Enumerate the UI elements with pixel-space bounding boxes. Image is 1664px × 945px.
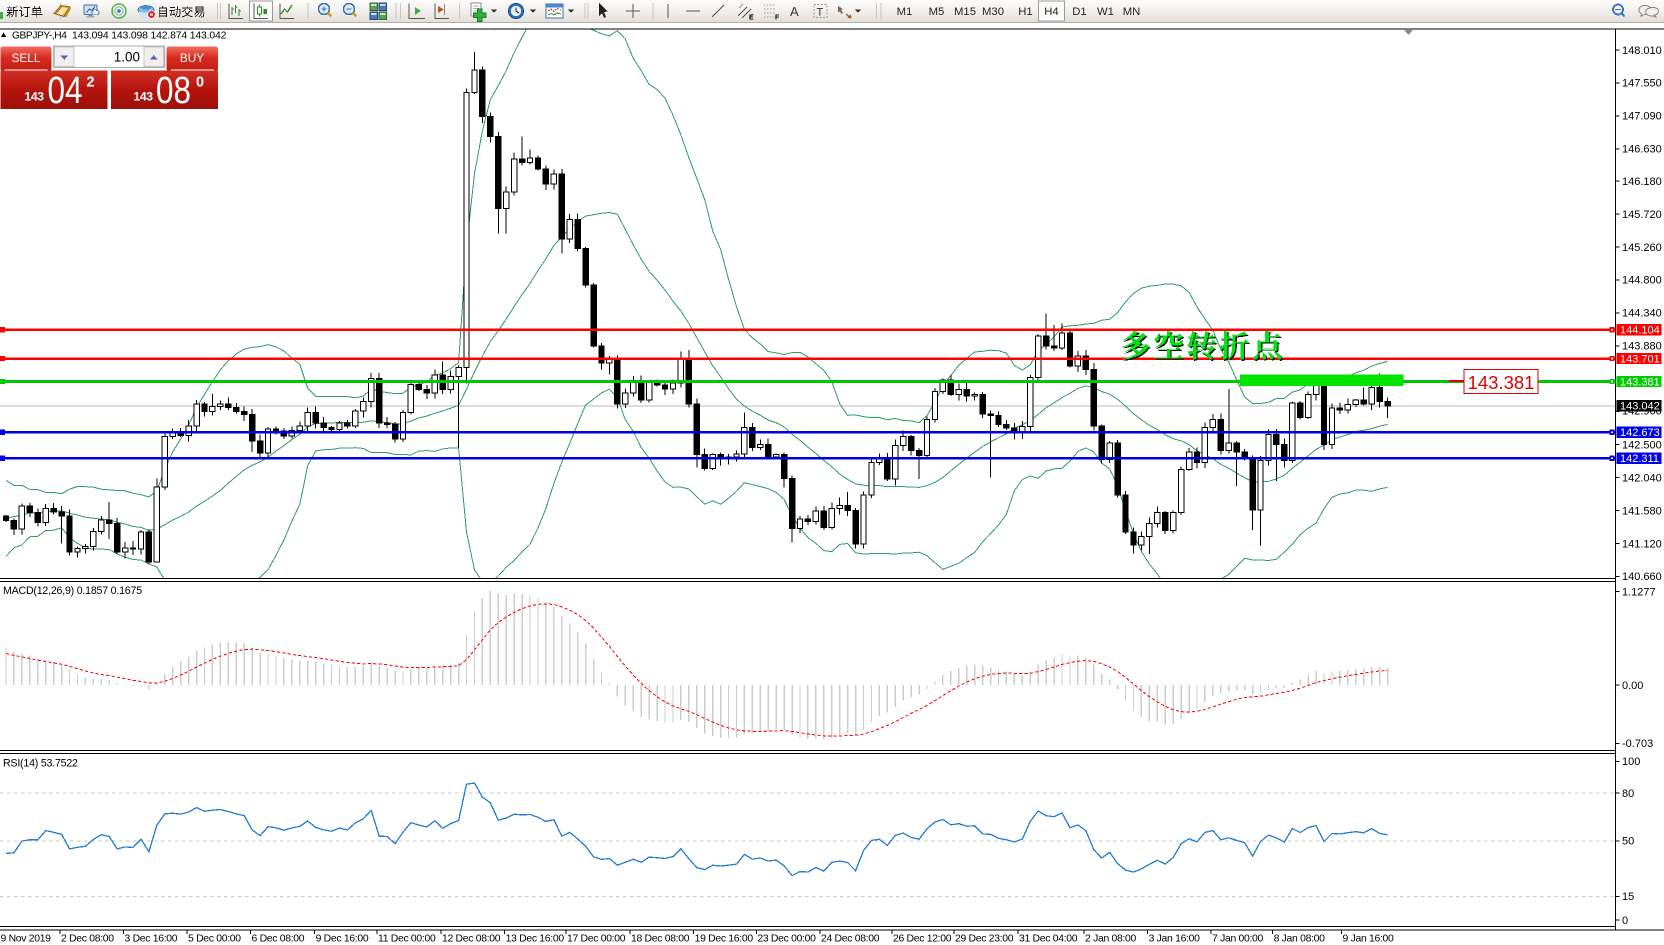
svg-text:D1: D1 (1072, 6, 1086, 18)
svg-text:9 Dec 16:00: 9 Dec 16:00 (316, 934, 369, 945)
svg-text:3 Dec 16:00: 3 Dec 16:00 (125, 934, 178, 945)
svg-text:141.120: 141.120 (1622, 538, 1662, 550)
svg-text:147.550: 147.550 (1622, 78, 1662, 90)
svg-text:2: 2 (87, 75, 95, 91)
svg-text:11 Dec 00:00: 11 Dec 00:00 (378, 934, 436, 945)
svg-text:26 Dec 12:00: 26 Dec 12:00 (893, 934, 952, 945)
svg-text:W1: W1 (1097, 6, 1114, 18)
svg-text:9 Jan 16:00: 9 Jan 16:00 (1343, 934, 1395, 945)
svg-text:142.673: 142.673 (1620, 427, 1660, 439)
svg-text:1.00: 1.00 (114, 50, 140, 65)
svg-text:143.701: 143.701 (1620, 354, 1660, 366)
svg-text:8 Jan 08:00: 8 Jan 08:00 (1274, 934, 1326, 945)
svg-text:MN: MN (1123, 6, 1141, 18)
svg-text:M5: M5 (929, 6, 945, 18)
svg-text:144.104: 144.104 (1620, 325, 1660, 337)
svg-text:144.800: 144.800 (1622, 275, 1662, 287)
svg-text:12 Dec 08:00: 12 Dec 08:00 (442, 934, 501, 945)
svg-text:15: 15 (1622, 891, 1634, 903)
svg-text:6 Dec 08:00: 6 Dec 08:00 (252, 934, 305, 945)
svg-text:147.090: 147.090 (1622, 111, 1662, 123)
svg-text:M15: M15 (954, 6, 976, 18)
svg-text:18 Dec 08:00: 18 Dec 08:00 (631, 934, 690, 945)
svg-text:100: 100 (1622, 756, 1640, 768)
svg-text:5 Dec 00:00: 5 Dec 00:00 (188, 934, 241, 945)
svg-text:E: E (749, 15, 754, 22)
svg-text:19 Dec 16:00: 19 Dec 16:00 (695, 934, 754, 945)
svg-text:143.880: 143.880 (1622, 341, 1662, 353)
svg-text:H1: H1 (1018, 6, 1032, 18)
svg-text:2 Dec 08:00: 2 Dec 08:00 (61, 934, 114, 945)
svg-text:0.00: 0.00 (1622, 680, 1643, 692)
svg-text:31 Dec 04:00: 31 Dec 04:00 (1019, 934, 1078, 945)
svg-text:143.042: 143.042 (1620, 401, 1660, 413)
svg-text:-0.703: -0.703 (1622, 738, 1653, 750)
svg-text:145.720: 145.720 (1622, 209, 1662, 221)
svg-text:145.260: 145.260 (1622, 242, 1662, 254)
svg-text:146.180: 146.180 (1622, 176, 1662, 188)
svg-text:80: 80 (1622, 788, 1634, 800)
svg-text:143: 143 (25, 90, 45, 104)
svg-text:M30: M30 (982, 6, 1004, 18)
svg-text:T: T (817, 7, 824, 19)
svg-text:148.010: 148.010 (1622, 45, 1662, 57)
svg-text:23 Dec 00:00: 23 Dec 00:00 (757, 934, 816, 945)
svg-text:9 Nov 2019: 9 Nov 2019 (1, 934, 52, 945)
svg-text:146.630: 146.630 (1622, 144, 1662, 156)
svg-text:08: 08 (156, 70, 191, 112)
svg-text:50: 50 (1622, 836, 1634, 848)
svg-text:1.1277: 1.1277 (1622, 586, 1656, 598)
svg-text:140.660: 140.660 (1622, 571, 1662, 583)
svg-text:0: 0 (1622, 915, 1628, 927)
svg-text:142.311: 142.311 (1620, 453, 1659, 465)
svg-text:SELL: SELL (12, 51, 41, 65)
svg-text:A: A (790, 4, 799, 19)
svg-text:7 Jan 00:00: 7 Jan 00:00 (1212, 934, 1264, 945)
svg-text:143.094 143.098 142.874 143.04: 143.094 143.098 142.874 143.042 (72, 31, 227, 42)
svg-text:RSI(14) 53.7522: RSI(14) 53.7522 (3, 758, 78, 770)
svg-text:142.040: 142.040 (1622, 472, 1662, 484)
svg-text:2 Jan 08:00: 2 Jan 08:00 (1085, 934, 1137, 945)
svg-text:F: F (775, 15, 780, 22)
svg-text:143.381: 143.381 (1468, 372, 1535, 393)
svg-text:M1: M1 (897, 6, 913, 18)
svg-text:BUY: BUY (180, 51, 204, 65)
svg-text:29 Dec 23:00: 29 Dec 23:00 (955, 934, 1014, 945)
svg-text:17 Dec 00:00: 17 Dec 00:00 (567, 934, 626, 945)
svg-text:144.340: 144.340 (1622, 308, 1662, 320)
svg-text:3 Jan 16:00: 3 Jan 16:00 (1149, 934, 1201, 945)
svg-text:13 Dec 16:00: 13 Dec 16:00 (506, 934, 565, 945)
svg-text:143.381: 143.381 (1620, 376, 1660, 388)
svg-text:MACD(12,26,9) 0.1857 0.1675: MACD(12,26,9) 0.1857 0.1675 (3, 585, 142, 597)
svg-text:H4: H4 (1044, 6, 1058, 18)
svg-text:141.580: 141.580 (1622, 505, 1662, 517)
svg-text:04: 04 (48, 70, 83, 112)
svg-text:GBPJPY-,H4: GBPJPY-,H4 (12, 31, 67, 42)
svg-text:142.500: 142.500 (1622, 439, 1662, 451)
svg-text:24 Dec 08:00: 24 Dec 08:00 (821, 934, 880, 945)
svg-text:143: 143 (134, 90, 154, 104)
svg-text:0: 0 (196, 75, 204, 91)
